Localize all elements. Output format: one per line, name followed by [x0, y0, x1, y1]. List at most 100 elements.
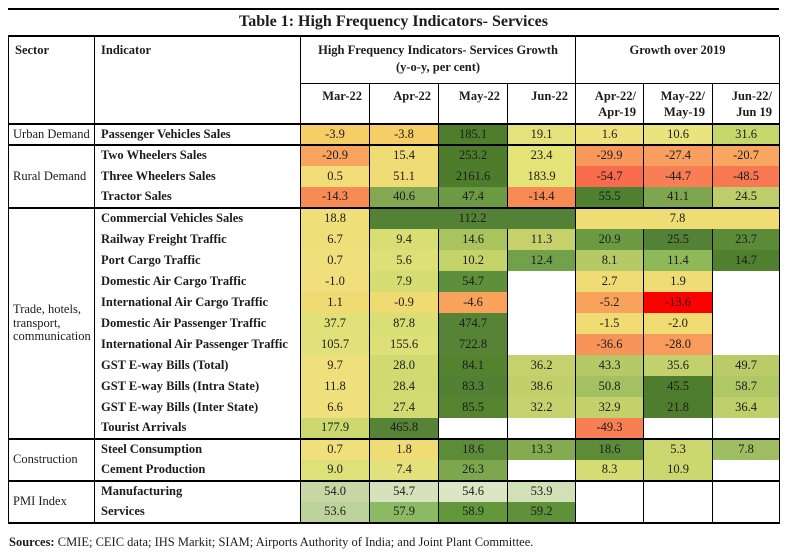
- value-cell: 8.1: [575, 250, 644, 271]
- col-header-sector: Sector: [8, 37, 95, 125]
- value-cell: 41.1: [643, 187, 713, 208]
- sector-cell: Rural Demand: [8, 144, 95, 208]
- sector-cell: Construction: [8, 438, 95, 481]
- value-cell: 38.6: [507, 376, 576, 397]
- col-header-apr-22: Apr-22: [369, 83, 439, 125]
- value-cell: 28.4: [369, 376, 439, 397]
- value-cell: 7.9: [369, 271, 439, 292]
- value-cell: -44.7: [643, 166, 713, 187]
- value-cell: [712, 502, 780, 523]
- value-cell: 9.0: [300, 460, 370, 481]
- value-cell: 18.6: [438, 438, 508, 460]
- value-cell: [643, 418, 713, 439]
- value-cell: 0.7: [300, 250, 370, 271]
- table-row: International Air Cargo Traffic 1.1 -0.9 -4…: [9, 292, 780, 313]
- indicator-cell: Three Wheelers Sales: [94, 166, 301, 187]
- value-cell: -20.7: [712, 144, 780, 166]
- table-row: Three Wheelers Sales 0.5 51.1 2161.6 183.9 -5…: [9, 166, 780, 187]
- value-cell: 105.7: [300, 334, 370, 355]
- value-cell: 59.2: [507, 502, 576, 523]
- value-cell: 83.3: [438, 376, 508, 397]
- value-cell: 20.9: [575, 229, 644, 250]
- indicator-cell: Services: [94, 502, 301, 523]
- value-cell: -14.4: [507, 187, 576, 208]
- value-cell: 14.7: [712, 250, 780, 271]
- value-cell: -54.7: [575, 166, 644, 187]
- value-cell: [712, 418, 780, 439]
- value-cell: 49.7: [712, 355, 780, 376]
- value-cell: 58.7: [712, 376, 780, 397]
- value-cell: -48.5: [712, 166, 780, 187]
- value-cell: [507, 313, 576, 334]
- table-row: Services 53.6 57.9 58.9 59.2: [9, 502, 780, 523]
- value-cell: 474.7: [438, 313, 508, 334]
- value-cell: 5.6: [369, 250, 439, 271]
- group-header-yoy-growth-line1: High Frequency Indicators- Services Grow…: [318, 43, 558, 57]
- value-cell: 23.4: [507, 144, 576, 166]
- table-title: Table 1: High Frequency Indicators- Serv…: [8, 8, 779, 37]
- value-cell: 2.7: [575, 271, 644, 292]
- value-cell: 87.8: [369, 313, 439, 334]
- value-cell: 24.5: [712, 187, 780, 208]
- indicator-cell: Railway Freight Traffic: [94, 229, 301, 250]
- value-cell: 0.7: [300, 438, 370, 460]
- value-cell: 54.7: [438, 271, 508, 292]
- indicator-cell: GST E-way Bills (Inter State): [94, 397, 301, 418]
- group-header-growth-over-2019: Growth over 2019: [575, 37, 780, 84]
- value-cell: 11.4: [643, 250, 713, 271]
- indicator-cell: Two Wheelers Sales: [94, 144, 301, 166]
- indicator-cell: Tourist Arrivals: [94, 418, 301, 439]
- value-cell: 32.9: [575, 397, 644, 418]
- value-cell: 7.4: [369, 460, 439, 481]
- col-header-jun-22: Jun-22: [507, 83, 576, 125]
- value-cell: 85.5: [438, 397, 508, 418]
- value-cell: -4.6: [438, 292, 508, 313]
- value-cell: 36.4: [712, 397, 780, 418]
- indicator-cell: Cement Production: [94, 460, 301, 481]
- indicator-cell: Passenger Vehicles Sales: [94, 123, 301, 145]
- value-cell: [507, 334, 576, 355]
- value-cell: 31.6: [712, 123, 780, 145]
- value-cell: 1.8: [369, 438, 439, 460]
- value-cell: [712, 480, 780, 502]
- indicator-cell: Steel Consumption: [94, 438, 301, 460]
- value-cell: 1.9: [643, 271, 713, 292]
- table-row: Domestic Air Passenger Traffic 37.7 87.8 47…: [9, 313, 780, 334]
- value-cell: [712, 271, 780, 292]
- value-cell: [507, 292, 576, 313]
- value-cell: 37.7: [300, 313, 370, 334]
- value-cell: 27.4: [369, 397, 439, 418]
- table-row: International Air Passenger Traffic 105.7…: [9, 334, 780, 355]
- value-cell: 54.6: [438, 480, 508, 502]
- table-row: Tractor Sales -14.3 40.6 47.4 -14.4 55.5 41.1 2…: [9, 187, 780, 208]
- value-cell: 9.4: [369, 229, 439, 250]
- table-row: Urban Demand Passenger Vehicles Sales -3.9…: [8, 123, 780, 145]
- value-cell: 465.8: [369, 418, 439, 439]
- table-row: Railway Freight Traffic 6.7 9.4 14.6 11.3 20.…: [9, 229, 780, 250]
- table-row: GST E-way Bills (Intra State) 11.8 28.4 83.…: [9, 376, 780, 397]
- value-cell: -3.8: [369, 123, 439, 145]
- group-header-yoy-growth-line2: (y-o-y, per cent): [395, 59, 481, 74]
- value-cell: [575, 480, 644, 502]
- indicator-cell: International Air Passenger Traffic: [94, 334, 301, 355]
- value-cell: 5.3: [643, 438, 713, 460]
- value-cell: 18.6: [575, 438, 644, 460]
- value-cell: 10.6: [643, 123, 713, 145]
- value-cell: [643, 480, 713, 502]
- value-cell: 13.3: [507, 438, 576, 460]
- value-cell: 722.8: [438, 334, 508, 355]
- value-cell: 25.5: [643, 229, 713, 250]
- value-cell: -5.2: [575, 292, 644, 313]
- table-row: Construction Steel Consumption 0.7 1.8 18.6 1…: [8, 438, 780, 481]
- value-cell: 36.2: [507, 355, 576, 376]
- value-cell: 28.0: [369, 355, 439, 376]
- value-cell: 1.1: [300, 292, 370, 313]
- value-cell: 55.5: [575, 187, 644, 208]
- value-cell: -49.3: [575, 418, 644, 439]
- value-cell: [507, 460, 576, 481]
- value-cell: -2.0: [643, 313, 713, 334]
- table-row: Rural Demand Two Wheelers Sales -20.9 15.4 2…: [8, 144, 780, 208]
- value-cell: 253.2: [438, 144, 508, 166]
- value-cell: 18.8: [300, 207, 370, 229]
- value-cell: -20.9: [300, 144, 370, 166]
